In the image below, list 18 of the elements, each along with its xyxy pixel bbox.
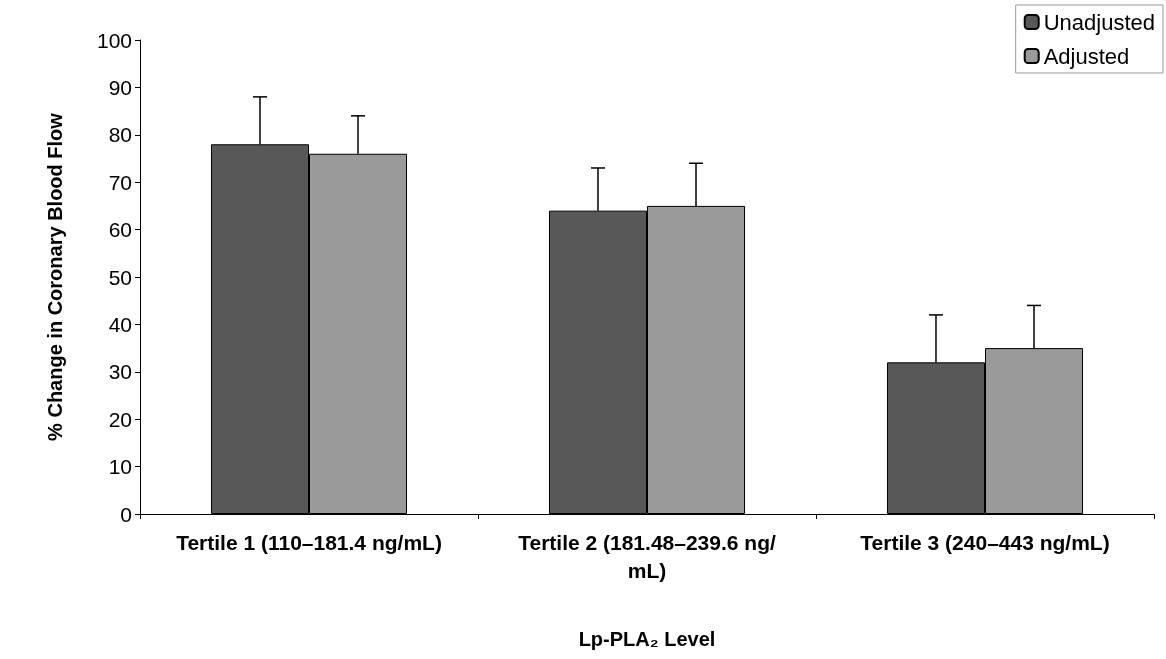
x-tick-label: Tertile 1 (110–181.4 ng/mL) <box>176 530 442 554</box>
y-tick-label: 40 <box>108 312 132 336</box>
y-tick-label: 80 <box>108 123 132 147</box>
y-tick-label: 90 <box>108 75 132 99</box>
y-tick-label: 60 <box>108 218 132 242</box>
y-tick-label: 20 <box>108 407 132 431</box>
y-tick-label: 70 <box>108 170 132 194</box>
y-tick-label: 30 <box>108 360 132 384</box>
legend-label: Unadjusted <box>1043 9 1156 35</box>
y-tick-label: 100 <box>96 28 132 52</box>
y-tick-label: 0 <box>120 502 132 526</box>
y-tick-label: 10 <box>108 455 132 479</box>
legend-label: Adjusted <box>1043 43 1130 69</box>
x-tick-label: Tertile 2 (181.48–239.6 ng/mL) <box>518 530 776 582</box>
y-axis-title: % Change in Coronary Blood Flow <box>44 112 66 441</box>
y-tick-label: 50 <box>108 265 132 289</box>
x-tick-label: Tertile 3 (240–443 ng/mL) <box>860 530 1110 554</box>
x-axis-title: Lp-PLA₂ Level <box>578 628 716 650</box>
